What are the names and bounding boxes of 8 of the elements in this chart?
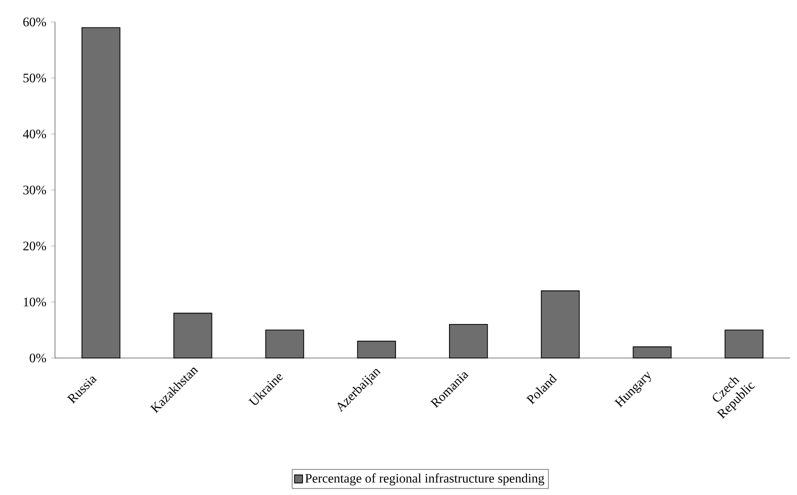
y-tick-label: 20% xyxy=(23,242,46,250)
y-tick-label: 10% xyxy=(24,298,46,306)
y-tick-label: 0% xyxy=(30,354,46,362)
y-tick-label: 30% xyxy=(23,186,46,194)
legend-label: Percentage of regional infrastructure spending xyxy=(305,473,544,486)
y-tick-label: 50% xyxy=(23,74,46,82)
y-tick-label: 40% xyxy=(22,130,46,138)
y-tick-label: 60% xyxy=(23,18,46,26)
